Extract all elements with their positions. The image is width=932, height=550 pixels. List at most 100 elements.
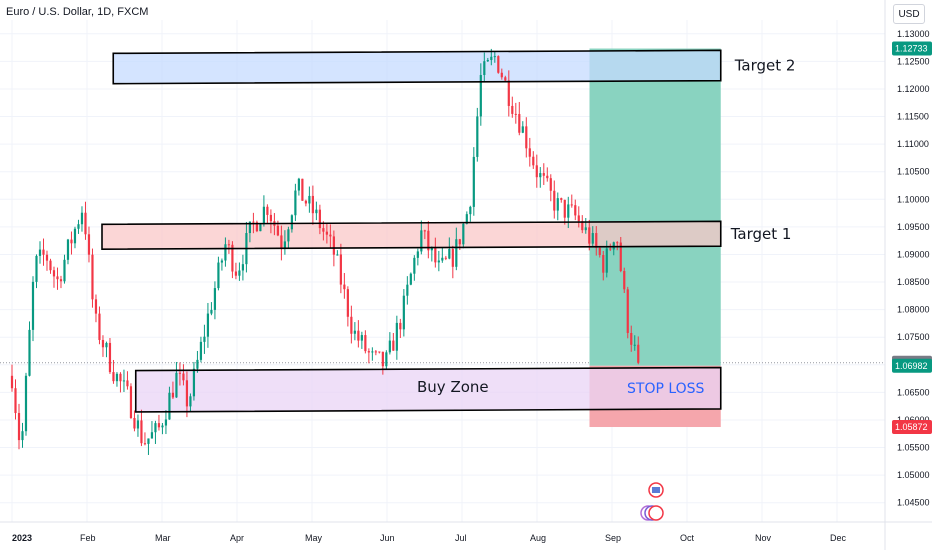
candle-body bbox=[385, 352, 388, 367]
candle-body bbox=[563, 199, 566, 218]
candle-body bbox=[567, 204, 570, 218]
target2-zone-fill bbox=[113, 50, 721, 84]
candle-body bbox=[364, 335, 367, 352]
candle-body bbox=[560, 198, 563, 200]
candle-body bbox=[525, 126, 528, 149]
price-label-text: 1.12733 bbox=[895, 44, 928, 54]
candle-body bbox=[388, 340, 391, 353]
candle-body bbox=[182, 373, 185, 381]
candle-body bbox=[255, 222, 259, 232]
price-tick-label: 1.13000 bbox=[897, 29, 930, 39]
candle-body bbox=[84, 212, 87, 235]
time-tick-label: Mar bbox=[155, 533, 171, 543]
candle-body bbox=[126, 380, 129, 387]
candle-body bbox=[637, 344, 640, 363]
time-tick-label: Dec bbox=[830, 533, 847, 543]
candle-body bbox=[129, 386, 133, 418]
candle-body bbox=[329, 234, 332, 237]
buy-zone-label: Buy Zone bbox=[417, 378, 489, 396]
candle-body bbox=[553, 190, 556, 211]
candle-body bbox=[45, 254, 49, 261]
event-flag-icon[interactable] bbox=[648, 505, 664, 521]
candle-body bbox=[444, 257, 447, 259]
candle-body bbox=[220, 260, 224, 263]
candle-body bbox=[570, 204, 573, 206]
candle-body bbox=[374, 351, 377, 353]
candle-body bbox=[581, 221, 584, 231]
candle-body bbox=[108, 342, 112, 373]
candle-body bbox=[154, 423, 157, 433]
candle-body bbox=[497, 56, 500, 73]
target1-zone-outline bbox=[101, 220, 722, 250]
price-tick-label: 1.08000 bbox=[897, 305, 930, 315]
candle-body bbox=[276, 225, 279, 236]
candle-body bbox=[308, 195, 311, 204]
candle-body bbox=[332, 236, 335, 255]
candle-body bbox=[38, 249, 42, 256]
candle-body bbox=[472, 156, 475, 207]
price-tick-label: 1.10500 bbox=[897, 167, 930, 177]
candle-body bbox=[549, 178, 552, 191]
candle-body bbox=[161, 425, 164, 428]
candle-body bbox=[605, 248, 608, 273]
candle-body bbox=[178, 372, 182, 374]
us-flag-icon-field bbox=[652, 487, 660, 493]
candle-body bbox=[458, 239, 461, 245]
candle-body bbox=[367, 351, 370, 353]
candle-body bbox=[21, 431, 24, 441]
candle-body bbox=[462, 223, 465, 245]
buy-zone-fill bbox=[135, 367, 721, 412]
candles bbox=[10, 48, 640, 455]
candle-body bbox=[28, 329, 31, 376]
candle-body bbox=[24, 375, 28, 432]
time-tick-label: Oct bbox=[680, 533, 695, 543]
candle-body bbox=[140, 420, 143, 444]
candle-body bbox=[122, 380, 126, 382]
candle-body bbox=[360, 335, 363, 341]
price-label-box bbox=[892, 420, 932, 435]
candle-body bbox=[224, 244, 227, 261]
candle-body bbox=[105, 342, 108, 348]
candle-body bbox=[70, 239, 73, 244]
candle-body bbox=[143, 443, 147, 445]
candle-body bbox=[511, 105, 514, 114]
time-axis: 2023 Feb Mar Apr May Jun Jul Aug Sep Oct Nov Dec bbox=[12, 533, 847, 543]
candle-body bbox=[577, 215, 580, 222]
candle-body bbox=[318, 209, 321, 229]
candle-body bbox=[392, 340, 395, 351]
candle-body bbox=[168, 392, 171, 420]
candle-body bbox=[556, 198, 559, 211]
candle-body bbox=[469, 206, 472, 215]
candle-body bbox=[430, 247, 433, 251]
candle-body bbox=[287, 229, 290, 242]
price-label-box bbox=[892, 41, 932, 56]
price-tick-label: 1.10000 bbox=[897, 194, 930, 204]
candle-body bbox=[542, 173, 545, 176]
candle-body bbox=[185, 380, 189, 407]
time-tick-label: Aug bbox=[530, 533, 546, 543]
candle-body bbox=[269, 214, 272, 222]
zone-outlines: Target 2 Target 1 Buy Zone STOP LOSS bbox=[101, 49, 795, 413]
candle-body bbox=[343, 284, 346, 290]
candle-body bbox=[238, 270, 241, 276]
candle-body bbox=[602, 255, 605, 273]
candle-body bbox=[101, 339, 105, 348]
price-axis: 1.13000 1.12500 1.12000 1.11500 1.11000 1.105… bbox=[897, 29, 930, 508]
candle-body bbox=[80, 212, 84, 225]
candle-body bbox=[231, 244, 234, 272]
price-label-text: 1.05872 bbox=[895, 422, 928, 432]
candle-body bbox=[490, 56, 493, 61]
candle-body bbox=[507, 80, 510, 106]
candle-body bbox=[59, 279, 63, 282]
candle-body bbox=[598, 247, 601, 256]
currency-button[interactable]: USD bbox=[893, 4, 925, 24]
candle-body bbox=[189, 396, 192, 407]
candle-body bbox=[437, 260, 440, 263]
candle-body bbox=[402, 295, 405, 330]
price-tick-label: 1.08500 bbox=[897, 277, 930, 287]
candle-body bbox=[441, 257, 444, 261]
candle-body bbox=[210, 309, 213, 314]
candle-body bbox=[378, 351, 381, 353]
candle-body bbox=[119, 373, 122, 382]
